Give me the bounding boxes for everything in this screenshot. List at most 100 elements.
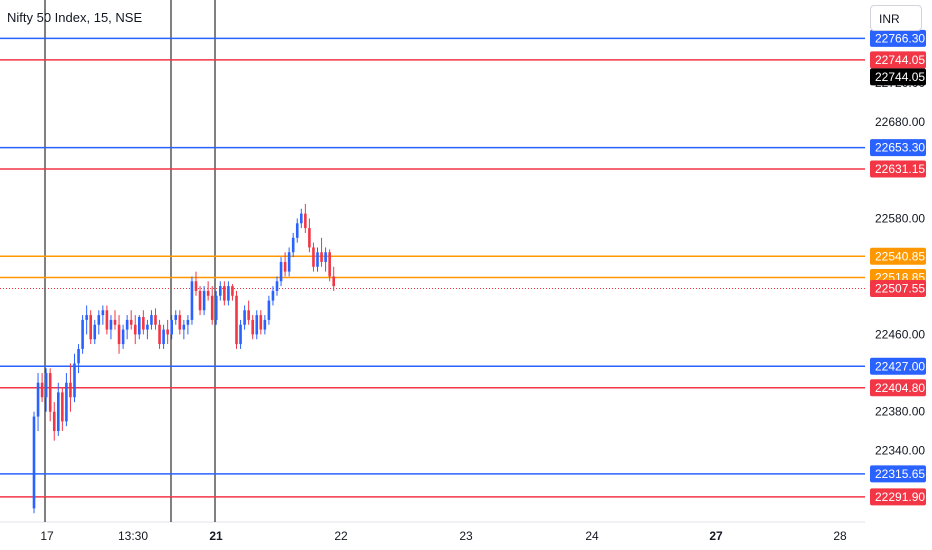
time-tick-label: 28 (833, 529, 847, 543)
candle-body (178, 315, 182, 330)
candle-body (287, 252, 291, 272)
candle-body (247, 310, 250, 320)
candle-body (206, 290, 210, 296)
candle-body (109, 319, 113, 330)
candle-body (194, 281, 198, 291)
candle-body (271, 290, 275, 301)
candle-body (150, 315, 153, 325)
candle-body (138, 317, 141, 335)
candle-body (40, 382, 44, 398)
candle-body (158, 324, 161, 345)
candle-body (283, 261, 287, 272)
time-tick-label: 27 (709, 529, 723, 543)
currency-selector[interactable]: INR (870, 5, 922, 31)
price-tick-label: 22340.00 (875, 443, 925, 457)
candle-body (174, 315, 178, 320)
candle-body (69, 382, 72, 398)
candle-body (328, 252, 331, 277)
candle-body (52, 411, 56, 432)
price-tick-label: 22460.00 (875, 327, 925, 341)
level-price-tag-bg (870, 465, 926, 483)
candle-body (166, 329, 169, 335)
candle-body (117, 324, 121, 345)
candle-body (190, 281, 194, 320)
candle-body (235, 295, 238, 345)
candle-body (162, 329, 165, 345)
candle-body (320, 252, 323, 262)
level-price-tag: 22404.80 (875, 381, 925, 395)
level-price-tag: 22427.00 (875, 359, 925, 373)
level-price-tag-bg (870, 488, 926, 506)
candle-body (263, 319, 267, 330)
level-price-tag: 22653.30 (875, 141, 925, 155)
candle-body (202, 290, 206, 311)
candle-body (332, 276, 335, 287)
candle-body (170, 319, 173, 335)
candle-body (146, 324, 149, 330)
candle-body (125, 319, 129, 330)
price-tick-label: 22380.00 (875, 405, 925, 419)
candle-body (324, 252, 327, 262)
candle-body (304, 213, 307, 229)
candle-body (300, 213, 303, 224)
candle-body (57, 392, 60, 432)
time-tick-label: 21 (209, 529, 223, 543)
candle-body (73, 363, 76, 398)
candle-body (133, 324, 137, 335)
candle-body (219, 286, 222, 296)
candle-body (243, 310, 246, 325)
candle-body (198, 290, 202, 311)
candle-body (48, 373, 52, 412)
last-price-tag: 22507.55 (875, 281, 925, 295)
time-tick-label: 24 (585, 529, 599, 543)
candle-body (267, 300, 271, 320)
level-price-tag: 22744.05 (875, 53, 925, 67)
candle-body (182, 324, 186, 330)
candle-body (316, 252, 319, 267)
candle-body (259, 315, 263, 330)
candle-body (312, 247, 315, 267)
candle-body (89, 315, 92, 340)
symbol-title: Nifty 50 Index, 15, NSE (7, 10, 143, 25)
price-tick-label: 22580.00 (875, 211, 925, 225)
candle-body (210, 295, 214, 320)
candle-body (129, 319, 133, 325)
time-tick-label: 23 (459, 529, 473, 543)
candle-body (81, 319, 84, 349)
candle-body (97, 315, 101, 325)
candle-body (308, 228, 311, 248)
candle-body (291, 237, 295, 253)
candle-body (32, 416, 36, 509)
candle-body (231, 286, 234, 296)
price-tag-black: 22744.05 (875, 70, 925, 84)
price-tick-label: 22680.00 (875, 115, 925, 129)
candle-body (186, 319, 190, 325)
candle-body (239, 324, 242, 345)
level-price-tag: 22540.85 (875, 249, 925, 263)
level-price-tag-bg (870, 139, 926, 157)
time-tick-label: 13:30 (118, 529, 148, 543)
candle-body (223, 286, 226, 301)
time-tick-label: 17 (40, 529, 54, 543)
candle-body (121, 329, 125, 345)
candle-body (154, 315, 157, 325)
candle-body (113, 319, 117, 325)
candle-body (105, 310, 109, 330)
candle-body (101, 310, 105, 316)
level-price-tag-bg (870, 160, 926, 178)
level-price-tag-bg (870, 51, 926, 69)
level-price-tag: 22631.15 (875, 162, 925, 176)
level-price-tag: 22766.30 (875, 31, 925, 45)
time-tick-label: 22 (334, 529, 348, 543)
candle-body (227, 286, 230, 301)
level-price-tag-bg (870, 357, 926, 375)
candle-body (275, 281, 279, 291)
candle-body (77, 348, 80, 364)
last-price-tag-bg (870, 279, 926, 297)
level-price-tag-bg (870, 29, 926, 47)
level-price-tag-bg (870, 379, 926, 397)
candle-body (65, 382, 68, 422)
candle-body (295, 223, 299, 238)
